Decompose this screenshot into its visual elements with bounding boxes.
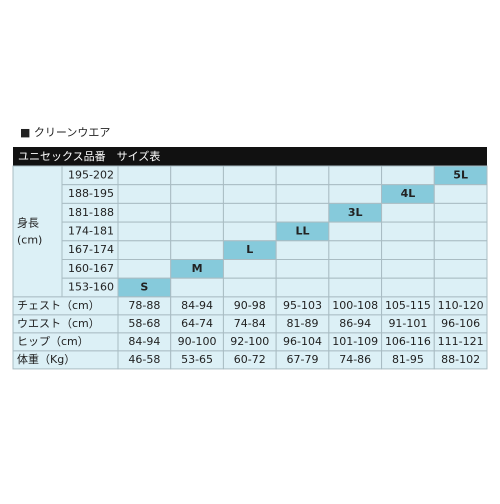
cell (328, 184, 383, 204)
height-range: 167-174 (68, 243, 114, 256)
cell (170, 184, 224, 204)
cell-value: 58-68 (128, 317, 160, 330)
cell-value: 60-72 (234, 353, 266, 366)
row-label: ウエスト（cm） (17, 317, 100, 330)
cell (275, 277, 330, 298)
cell (170, 221, 224, 242)
cell (275, 165, 330, 186)
cell (222, 259, 277, 279)
height-range: 181-188 (68, 206, 114, 219)
cell-value: 106-116 (385, 335, 431, 348)
cell-value: 96-106 (441, 317, 480, 330)
cell (117, 165, 172, 186)
row-label: ヒップ（cm） (17, 335, 89, 348)
cell (170, 277, 224, 298)
size-label: L (246, 243, 253, 256)
cell (381, 277, 435, 298)
cell-value: 84-94 (128, 335, 160, 348)
caption-bar (13, 147, 487, 166)
section-title: ■ クリーンウエア (20, 126, 110, 139)
cell-value: 90-98 (234, 299, 266, 312)
cell-value: 105-115 (385, 299, 431, 312)
height-label: (cm) (17, 233, 42, 246)
cell (433, 221, 488, 242)
cell (275, 202, 330, 223)
cell (222, 221, 277, 242)
cell (328, 259, 383, 279)
height-range: 160-167 (68, 262, 114, 275)
cell (433, 259, 488, 279)
cell (328, 221, 383, 242)
cell-value: 84-94 (181, 299, 213, 312)
cell (117, 221, 172, 242)
cell (117, 259, 172, 279)
size-label: M (192, 262, 203, 275)
cell-value: 111-121 (438, 335, 484, 348)
height-range: 188-195 (68, 187, 114, 200)
cell (381, 240, 435, 261)
cell (381, 165, 435, 186)
height-label: 身長 (17, 215, 39, 229)
cell (117, 202, 172, 223)
cell (275, 240, 330, 261)
cell (433, 202, 488, 223)
cell (170, 202, 224, 223)
row-label: 体重（Kg） (17, 352, 75, 366)
cell (12, 165, 63, 298)
cell-value: 67-79 (287, 353, 319, 366)
cell (433, 240, 488, 261)
size-label: S (140, 281, 148, 294)
cell-value: 46-58 (128, 353, 160, 366)
cell-value: 64-74 (181, 317, 213, 330)
cell (433, 277, 488, 298)
cell (381, 221, 435, 242)
cell (222, 184, 277, 204)
cell (328, 165, 383, 186)
cell-value: 100-108 (332, 299, 378, 312)
cell-value: 96-104 (283, 335, 322, 348)
cell (275, 259, 330, 279)
cell (117, 184, 172, 204)
cell-value: 90-100 (178, 335, 217, 348)
cell-value: 81-89 (287, 317, 319, 330)
size-label: LL (295, 224, 309, 237)
height-range: 153-160 (68, 281, 114, 294)
cell (433, 184, 488, 204)
cell (328, 277, 383, 298)
cell (170, 165, 224, 186)
cell (170, 240, 224, 261)
cell (381, 202, 435, 223)
cell-value: 88-102 (441, 353, 480, 366)
cell (328, 240, 383, 261)
cell-value: 101-109 (332, 335, 378, 348)
cell (381, 259, 435, 279)
cell-value: 74-84 (234, 317, 266, 330)
row-label: チェスト（cm） (17, 299, 100, 312)
cell-value: 81-95 (392, 353, 424, 366)
cell-value: 53-65 (181, 353, 213, 366)
size-label: 3L (348, 206, 363, 219)
size-label: 4L (401, 187, 416, 200)
cell-value: 110-120 (438, 299, 484, 312)
cell (433, 350, 488, 370)
cell (117, 240, 172, 261)
cell-value: 86-94 (339, 317, 371, 330)
cell (275, 184, 330, 204)
cell (222, 202, 277, 223)
size-label: 5L (453, 168, 468, 181)
cell-value: 92-100 (230, 335, 269, 348)
cell-value: 91-101 (388, 317, 427, 330)
cell-value: 95-103 (283, 299, 322, 312)
caption: ユニセックス品番 サイズ表 (18, 149, 160, 163)
cell-value: 74-86 (339, 353, 371, 366)
height-range: 174-181 (68, 224, 114, 237)
cell (222, 277, 277, 298)
height-range: 195-202 (68, 168, 114, 181)
cell (222, 165, 277, 186)
cell-value: 78-88 (128, 299, 160, 312)
